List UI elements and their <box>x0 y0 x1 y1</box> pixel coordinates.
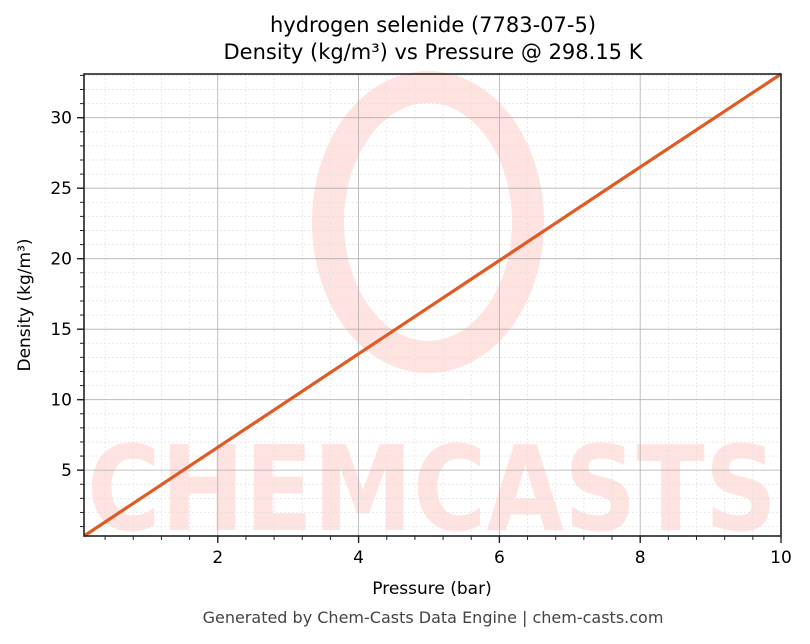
chart-title-line1: hydrogen selenide (7783-07-5) <box>269 13 597 37</box>
svg-text:6: 6 <box>494 548 505 568</box>
svg-text:2: 2 <box>212 548 223 568</box>
svg-text:30: 30 <box>50 109 72 129</box>
data-series <box>83 72 782 538</box>
watermark: CHEMCASTS <box>87 71 777 558</box>
svg-text:20: 20 <box>50 250 72 270</box>
svg-text:15: 15 <box>50 320 72 340</box>
svg-text:CHEMCASTS: CHEMCASTS <box>87 420 777 558</box>
svg-text:10: 10 <box>50 391 72 411</box>
svg-text:4: 4 <box>353 548 364 568</box>
svg-text:10: 10 <box>770 548 792 568</box>
chart-title-line2: Density (kg/m³) vs Pressure @ 298.15 K <box>223 40 643 64</box>
footer-credit: Generated by Chem-Casts Data Engine | ch… <box>202 608 664 627</box>
svg-text:5: 5 <box>61 461 72 481</box>
x-axis-label: Pressure (bar) <box>372 579 491 599</box>
grid-lines <box>84 74 782 536</box>
svg-text:8: 8 <box>635 548 646 568</box>
axes: 2 4 6 8 10 5 10 15 20 25 30 <box>50 73 792 568</box>
y-axis-label: Density (kg/m³) <box>15 238 35 371</box>
svg-text:25: 25 <box>50 179 72 199</box>
